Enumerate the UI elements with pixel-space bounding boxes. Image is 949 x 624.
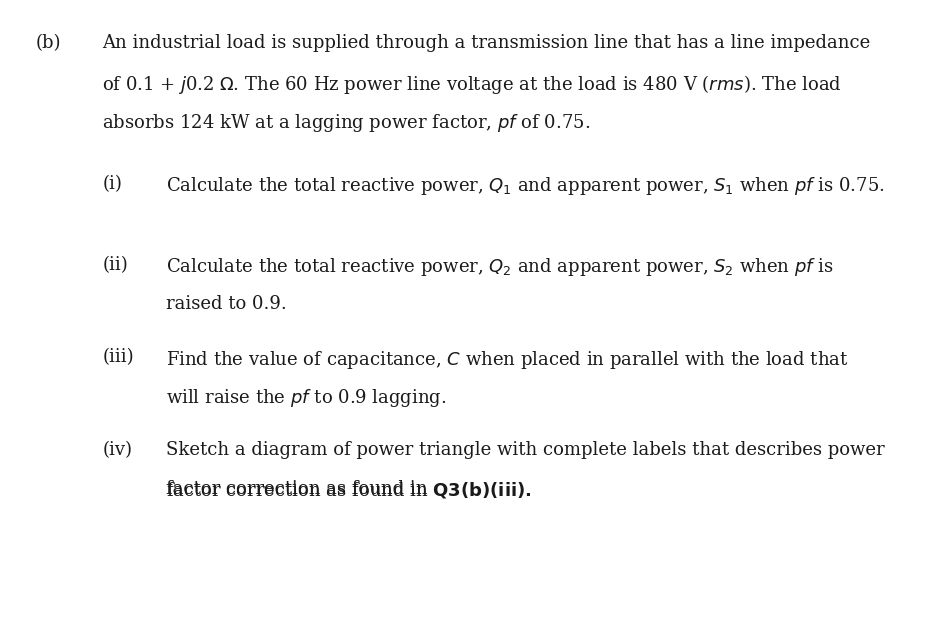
Text: will raise the $\mathit{pf}$ to 0.9 lagging.: will raise the $\mathit{pf}$ to 0.9 lagg… xyxy=(166,388,447,409)
Text: raised to 0.9.: raised to 0.9. xyxy=(166,295,287,313)
Text: Calculate the total reactive power, $\mathit{Q}_2$ and apparent power, $\mathit{: Calculate the total reactive power, $\ma… xyxy=(166,256,834,278)
Text: (iii): (iii) xyxy=(102,349,134,366)
Text: Calculate the total reactive power, $\mathit{Q}_1$ and apparent power, $\mathit{: Calculate the total reactive power, $\ma… xyxy=(166,175,884,197)
Text: (i): (i) xyxy=(102,175,122,193)
Text: Sketch a diagram of power triangle with complete labels that describes power: Sketch a diagram of power triangle with … xyxy=(166,441,884,459)
Text: (iv): (iv) xyxy=(102,441,133,459)
Text: factor correction as found in: factor correction as found in xyxy=(166,480,434,498)
Text: (b): (b) xyxy=(36,34,62,52)
Text: of 0.1 + $\mathit{j}$0.2 $\Omega$. The 60 Hz power line voltage at the load is 4: of 0.1 + $\mathit{j}$0.2 $\Omega$. The 6… xyxy=(102,73,843,96)
Text: absorbs 124 kW at a lagging power factor, $\mathit{pf}$ of 0.75.: absorbs 124 kW at a lagging power factor… xyxy=(102,112,590,134)
Text: An industrial load is supplied through a transmission line that has a line imped: An industrial load is supplied through a… xyxy=(102,34,871,52)
Text: Find the value of capacitance, $\mathit{C}$ when placed in parallel with the loa: Find the value of capacitance, $\mathit{… xyxy=(166,349,848,371)
Text: (ii): (ii) xyxy=(102,256,128,274)
Text: factor correction as found in $\mathbf{Q3(b)(iii).}$: factor correction as found in $\mathbf{Q… xyxy=(166,480,531,500)
